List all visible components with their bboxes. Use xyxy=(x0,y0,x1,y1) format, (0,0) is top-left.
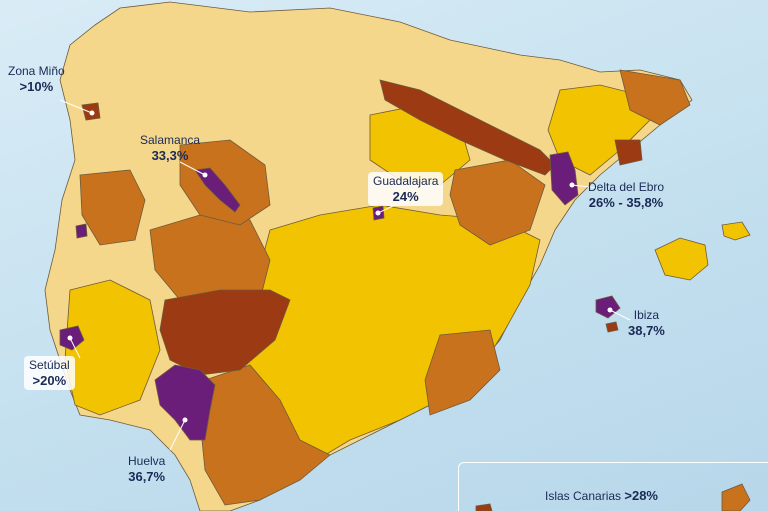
callout-name: Setúbal xyxy=(29,358,70,372)
leader-lines xyxy=(59,99,631,451)
island-ibiza xyxy=(595,295,621,319)
island-formentera xyxy=(605,321,619,333)
island-canarias-east xyxy=(721,483,751,511)
callout-name: Zona Miño xyxy=(8,64,65,78)
zone-high-south xyxy=(199,364,331,506)
callout-ebro: Delta del Ebro 26% - 35,8% xyxy=(588,180,664,210)
island-menorca xyxy=(721,221,751,241)
zone-very-high-catalonia xyxy=(614,139,643,166)
callout-value: 38,7% xyxy=(628,323,665,338)
canarias-name: Islas Canarias xyxy=(545,489,622,503)
callout-guadalajara: Guadalajara 24% xyxy=(368,172,444,206)
callout-value: 33,3% xyxy=(151,148,189,163)
zone-very-high-ebro xyxy=(379,79,556,176)
callout-name: Ibiza xyxy=(633,308,660,322)
callout-mino: Zona Miño >10% xyxy=(8,64,65,94)
callout-value: >20% xyxy=(32,373,67,388)
zone-extreme-salamanca xyxy=(194,167,241,213)
canarias-inset xyxy=(458,462,768,511)
callout-huelva: Huelva 36,7% xyxy=(128,454,165,484)
callout-setubal: Setúbal >20% xyxy=(24,356,75,390)
zone-high-northeast xyxy=(619,69,691,126)
callout-value: 24% xyxy=(392,189,419,204)
callout-name: Delta del Ebro xyxy=(588,180,665,194)
zone-extreme-huelva xyxy=(154,364,216,441)
callout-value: 36,7% xyxy=(128,469,166,484)
callout-value: 26% - 35,8% xyxy=(588,195,664,210)
callout-ibiza: Ibiza 38,7% xyxy=(628,308,665,338)
zone-high-southeast xyxy=(424,329,501,416)
island-canarias-west xyxy=(475,503,493,511)
callout-name: Guadalajara xyxy=(373,174,439,188)
zone-extreme-ebro xyxy=(549,151,579,206)
callout-salamanca: Salamanca 33,3% xyxy=(140,133,200,163)
zone-high-central xyxy=(179,139,271,226)
callout-name: Huelva xyxy=(128,454,166,468)
zone-extreme-lisbon xyxy=(75,223,88,239)
callout-name: Salamanca xyxy=(140,133,201,147)
callout-value: >10% xyxy=(19,79,54,94)
island-mallorca xyxy=(654,237,709,281)
zone-very-high-extremadura xyxy=(159,289,291,376)
canarias-value: >28% xyxy=(624,488,658,503)
canarias-label: Islas Canarias >28% xyxy=(545,488,658,503)
zone-high-portugal-north xyxy=(79,169,146,246)
